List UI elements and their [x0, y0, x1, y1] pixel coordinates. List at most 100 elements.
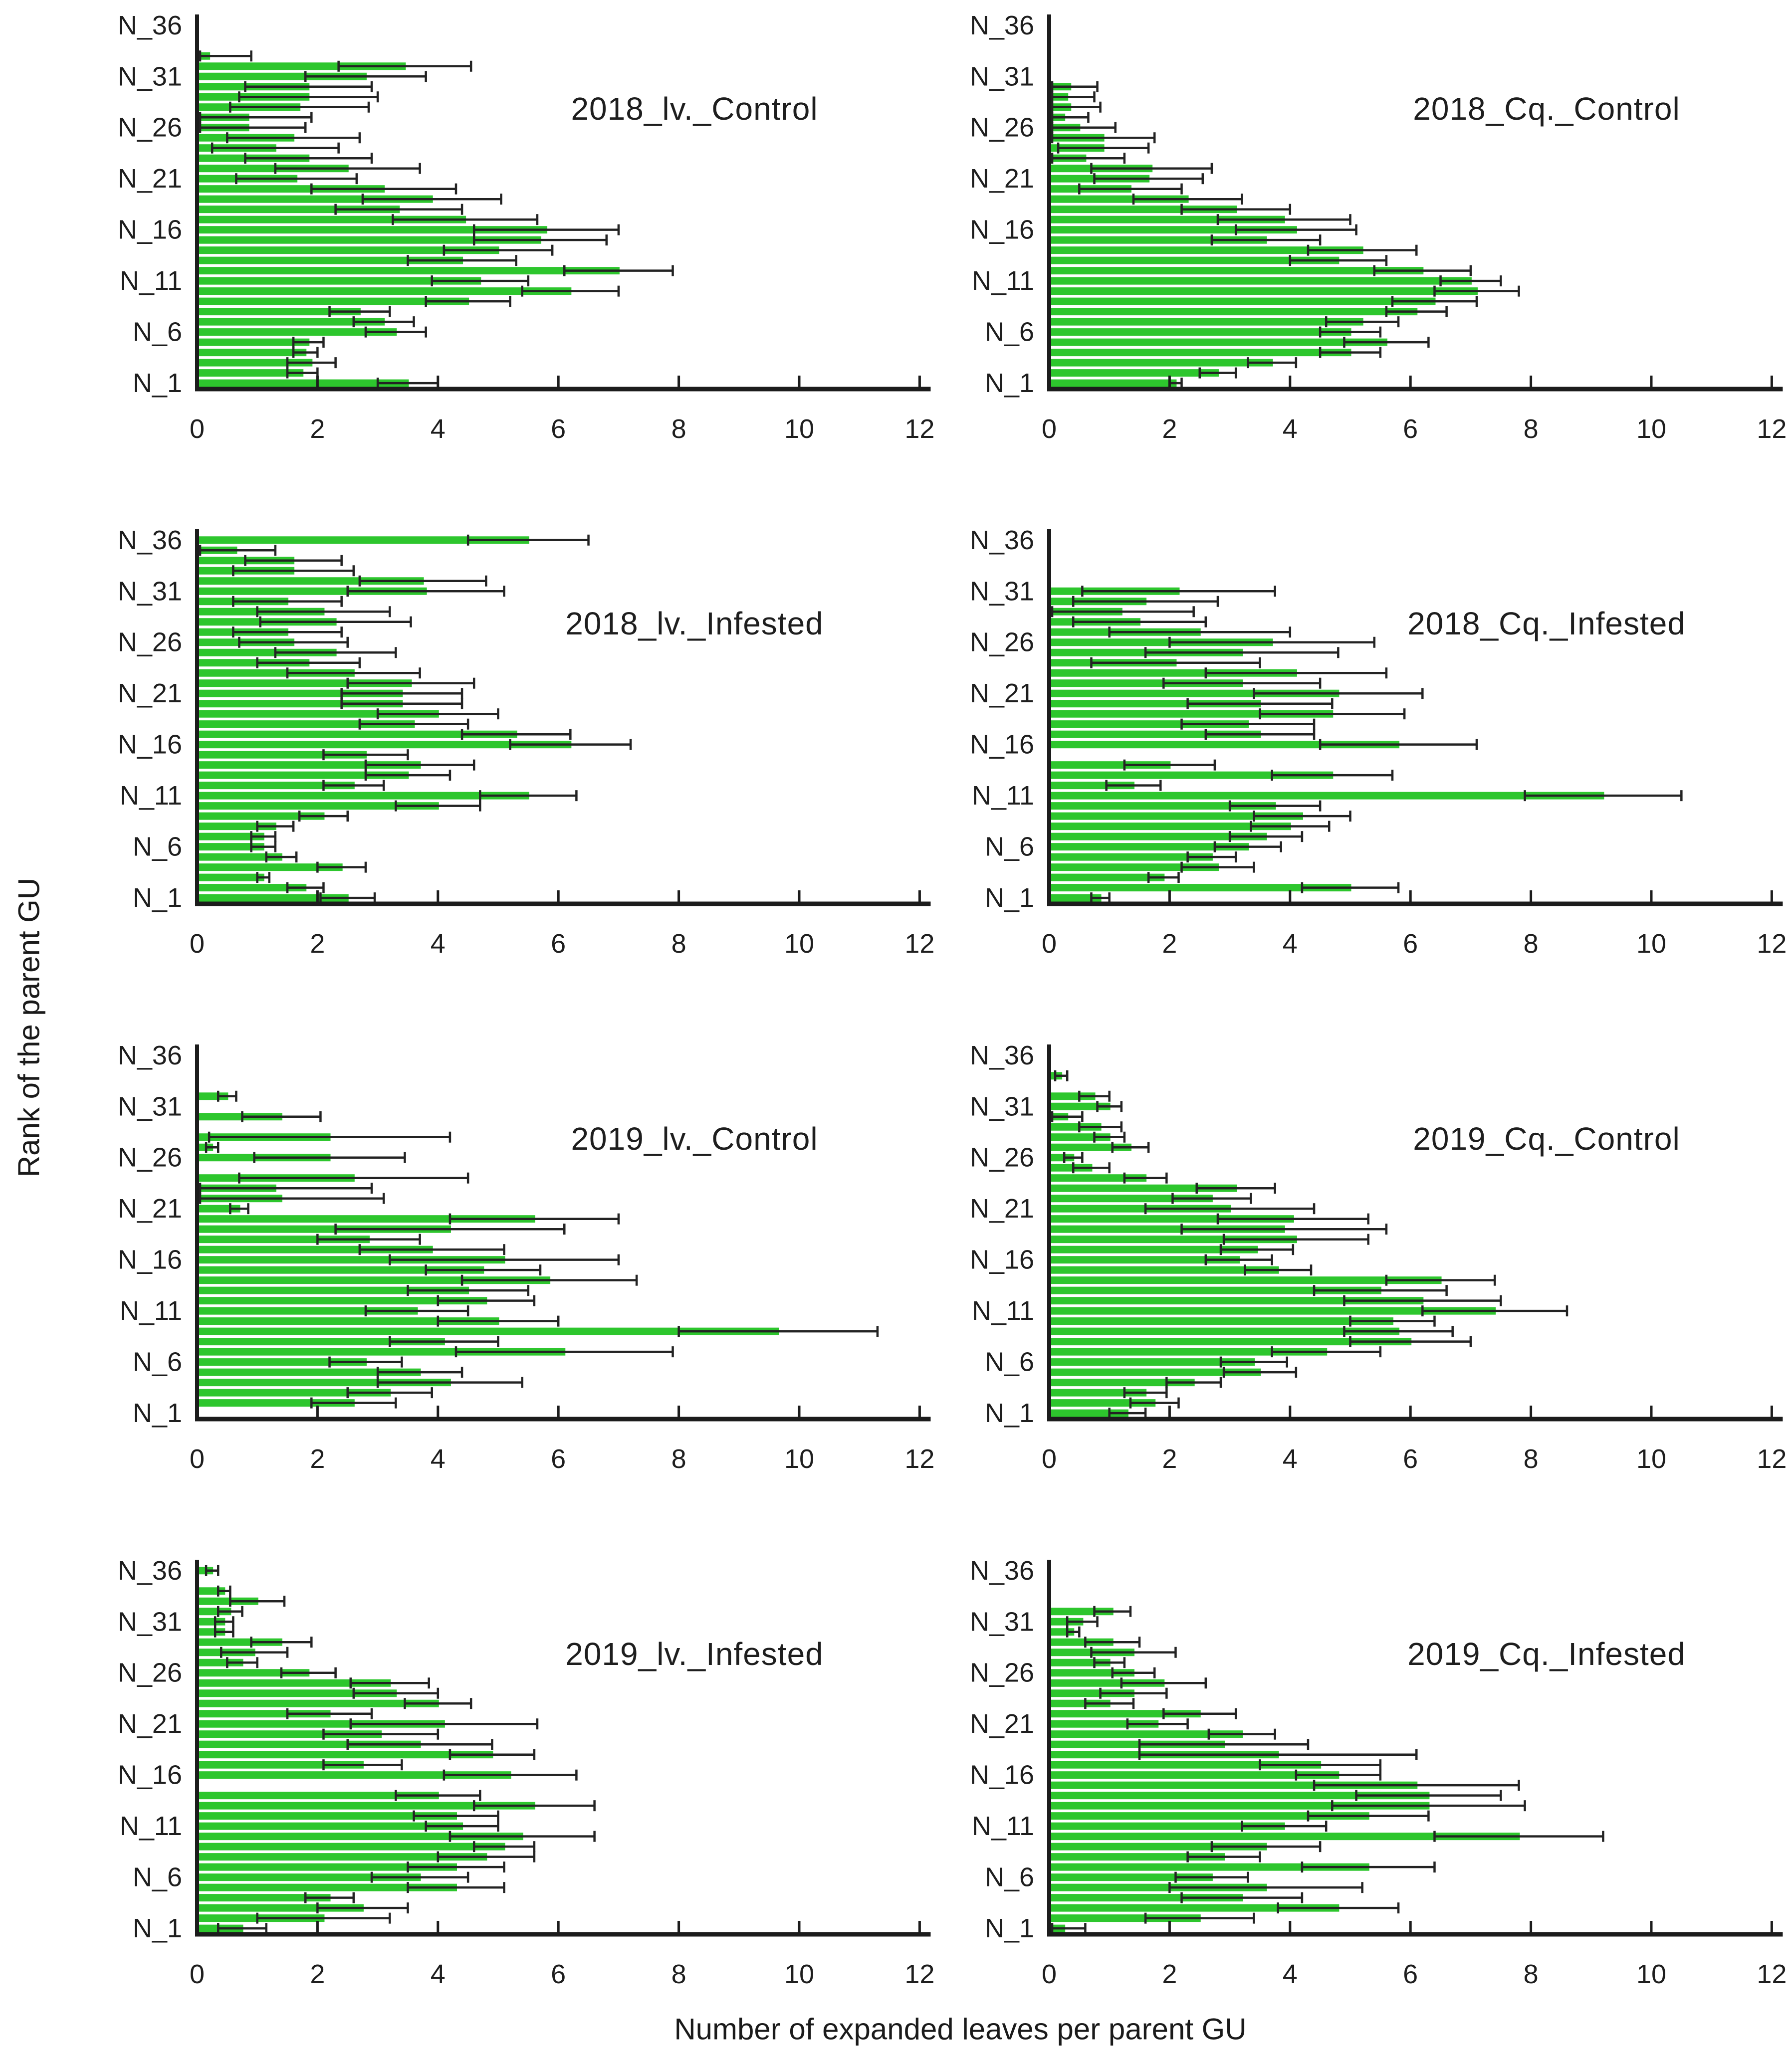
- error-bar-N_14: [1355, 1790, 1502, 1801]
- y-tick-label-N_21: N_21: [970, 678, 1034, 708]
- error-bar-N_30: [232, 596, 343, 607]
- y-tick-label-N_26: N_26: [970, 113, 1034, 143]
- bar-N_8: [199, 1338, 445, 1346]
- bar-N_2: [199, 1399, 355, 1407]
- x-tick-label-0: 0: [1042, 1959, 1057, 1989]
- x-tick-label-6: 6: [1403, 929, 1418, 959]
- x-tick-label-8: 8: [672, 414, 686, 444]
- bar-N_23: [199, 669, 355, 677]
- error-bar-N_34: [244, 555, 343, 566]
- error-bar-N_23: [199, 1183, 373, 1194]
- error-bar-N_18: [1222, 1234, 1369, 1245]
- y-tick-label-N_31: N_31: [118, 61, 182, 91]
- y-tick-label-N_36: N_36: [970, 1556, 1034, 1586]
- y-tick-label-N_31: N_31: [118, 1091, 182, 1121]
- bar-N_11: [1051, 1822, 1285, 1830]
- error-bar-N_11: [1240, 1821, 1328, 1832]
- bar-N_7: [1051, 832, 1267, 840]
- y-tick-label-N_1: N_1: [985, 1398, 1034, 1428]
- error-bar-N_26: [280, 1667, 337, 1678]
- y-tick-label-N_26: N_26: [118, 1658, 182, 1688]
- x-tick-label-2: 2: [310, 929, 325, 959]
- bar-N_6: [199, 328, 397, 336]
- error-bar-N_22: [346, 677, 475, 689]
- error-bar-N_17: [1204, 729, 1316, 740]
- error-bar-N_28: [1093, 1131, 1126, 1143]
- error-bar-N_9: [677, 1326, 879, 1337]
- bar-N_8: [199, 308, 361, 316]
- bar-N_10: [199, 1317, 499, 1325]
- error-bar-N_30: [1051, 1111, 1084, 1122]
- bar-N_5: [199, 338, 310, 346]
- error-bar-N_24: [1123, 1172, 1168, 1184]
- bar-N_11: [199, 277, 481, 285]
- error-bar-N_13: [1271, 770, 1394, 781]
- error-bar-N_32: [358, 575, 487, 587]
- error-bar-N_5: [292, 337, 325, 348]
- bar-N_16: [1051, 1256, 1240, 1264]
- bar-N_1: [1051, 894, 1102, 902]
- error-bar-N_9: [1253, 811, 1351, 822]
- error-bar-N_29: [1084, 1637, 1141, 1648]
- error-bar-N_3: [1147, 872, 1180, 883]
- error-bar-N_20: [322, 1728, 440, 1740]
- y-tick-label-N_16: N_16: [118, 1245, 182, 1275]
- error-bar-N_4: [376, 1377, 524, 1388]
- error-bar-N_32: [1093, 1606, 1132, 1617]
- error-bar-N_17: [358, 1244, 505, 1255]
- error-bar-N_10: [1433, 1831, 1604, 1842]
- bar-N_19: [1051, 710, 1334, 718]
- x-tick-label-12: 12: [1757, 929, 1787, 959]
- x-tick-label-12: 12: [904, 929, 934, 959]
- bar-N_9: [199, 812, 325, 820]
- y-tick-label-N_21: N_21: [118, 1194, 182, 1224]
- error-bar-N_12: [322, 780, 385, 791]
- axes: [195, 1560, 931, 1937]
- error-bar-N_14: [364, 759, 475, 771]
- bar-N_10: [1051, 1833, 1520, 1841]
- error-bar-N_21: [1093, 173, 1204, 185]
- bar-N_9: [1051, 812, 1303, 820]
- error-bar-N_15: [322, 749, 409, 761]
- error-bar-N_11: [479, 790, 578, 802]
- error-bar-N_27: [1093, 1657, 1126, 1668]
- error-bar-N_22: [274, 163, 421, 174]
- bar-N_6: [1051, 1358, 1255, 1366]
- bar-N_22: [199, 679, 412, 687]
- y-tick-label-N_31: N_31: [970, 1091, 1034, 1121]
- x-tick-label-2: 2: [310, 1959, 325, 1989]
- error-bar-N_18: [448, 1749, 536, 1760]
- x-tick-label-10: 10: [1636, 1444, 1666, 1474]
- y-tick-label-N_6: N_6: [985, 317, 1034, 347]
- error-bar-N_13: [407, 255, 517, 266]
- error-bar-N_21: [349, 1718, 539, 1730]
- bar-N_16: [199, 1771, 511, 1779]
- error-bar-N_14: [1385, 1274, 1496, 1286]
- bar-N_16: [199, 1256, 505, 1264]
- y-tick-label-N_26: N_26: [970, 1143, 1034, 1173]
- bar-N_9: [199, 297, 469, 305]
- bar-N_13: [199, 1802, 535, 1810]
- error-bar-N_6: [1213, 841, 1282, 852]
- bar-N_13: [199, 256, 463, 264]
- bar-N_3: [199, 873, 264, 881]
- error-bar-N_7: [1271, 1346, 1382, 1358]
- error-bar-N_23: [286, 667, 421, 679]
- bar-N_20: [199, 1215, 535, 1223]
- x-tick-label-4: 4: [431, 1959, 446, 1989]
- x-tick-label-0: 0: [1042, 1444, 1057, 1474]
- bar-N_20: [199, 185, 385, 193]
- bar-N_7: [1051, 318, 1363, 326]
- error-bar-N_29: [256, 606, 391, 618]
- error-bar-N_23: [1204, 667, 1388, 679]
- error-bar-N_34: [217, 1585, 231, 1597]
- x-tick-label-0: 0: [1042, 414, 1057, 444]
- error-bar-N_24: [256, 657, 361, 668]
- bar-N_3: [1051, 1904, 1340, 1912]
- y-tick-label-N_21: N_21: [970, 1194, 1034, 1224]
- x-tick-label-8: 8: [672, 1444, 686, 1474]
- bar-N_32: [199, 577, 424, 585]
- error-bar-N_19: [1132, 194, 1243, 205]
- bar-N_10: [1051, 802, 1276, 810]
